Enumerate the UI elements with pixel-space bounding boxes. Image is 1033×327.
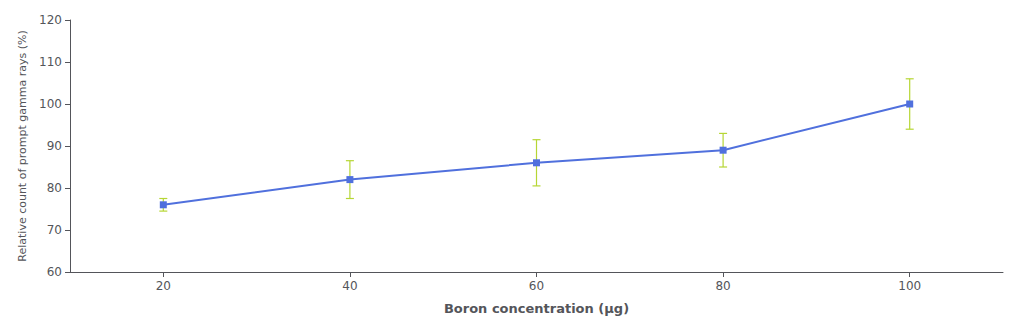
svg-text:80: 80 bbox=[715, 279, 730, 293]
svg-text:Relative count of prompt gamma: Relative count of prompt gamma rays (%) bbox=[16, 30, 29, 261]
svg-text:60: 60 bbox=[47, 265, 62, 279]
svg-text:70: 70 bbox=[47, 223, 62, 237]
svg-text:100: 100 bbox=[898, 279, 921, 293]
svg-text:40: 40 bbox=[342, 279, 357, 293]
svg-text:80: 80 bbox=[47, 181, 62, 195]
svg-text:60: 60 bbox=[529, 279, 544, 293]
svg-text:Boron concentration (μg): Boron concentration (μg) bbox=[444, 301, 629, 316]
svg-text:110: 110 bbox=[39, 55, 62, 69]
svg-text:20: 20 bbox=[156, 279, 171, 293]
svg-text:90: 90 bbox=[47, 139, 62, 153]
svg-text:100: 100 bbox=[39, 97, 62, 111]
svg-text:120: 120 bbox=[39, 13, 62, 27]
